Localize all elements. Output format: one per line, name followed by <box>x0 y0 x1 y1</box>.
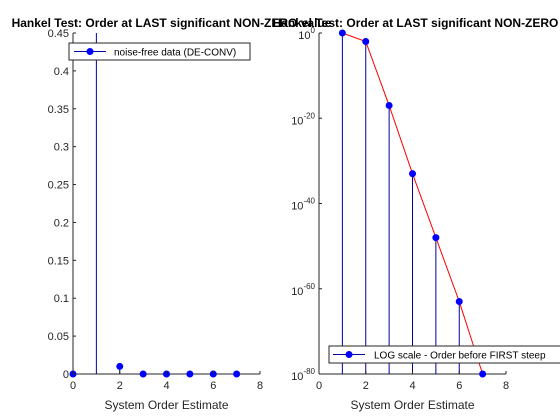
left-y-tick-label: 0.15 <box>48 255 69 267</box>
right-x-tick-label: 0 <box>316 380 322 392</box>
right-data-point <box>479 370 487 378</box>
right-legend: LOG scale - Order before FIRST steep <box>328 345 560 364</box>
right-axes: Hankel Test: Order at LAST significant N… <box>273 16 560 412</box>
right-x-tick-label: 2 <box>363 380 369 392</box>
right-legend-box <box>328 345 560 364</box>
right-data-point <box>455 298 463 306</box>
left-data-point <box>139 370 147 378</box>
left-y-tick-label: 0.3 <box>54 142 69 154</box>
left-chart-title: Hankel Test: Order at LAST significant N… <box>12 16 332 30</box>
right-x-tick-label: 4 <box>409 380 415 392</box>
right-data-point <box>432 234 440 242</box>
left-y-tick-label: 0.1 <box>54 293 69 305</box>
left-x-tick-label: 2 <box>117 380 123 392</box>
left-series <box>95 33 121 374</box>
right-y-tick-label: 10-80 <box>291 367 315 383</box>
right-tick-labels: 0 2 4 6 8 100 10-20 10-40 10-60 10-80 <box>291 26 509 392</box>
right-data-point <box>338 29 346 37</box>
left-y-tick-label: 0.05 <box>48 331 69 343</box>
right-legend-marker <box>345 351 353 358</box>
left-y-tick-label: 0.35 <box>48 104 69 116</box>
left-tick-labels: 0 2 4 6 8 0 0.05 0.1 0.15 0.2 0.25 0.3 0.35 0.4 0.45 <box>48 28 263 392</box>
left-data-point <box>186 370 194 378</box>
left-legend-box <box>68 42 251 61</box>
left-data-point <box>116 362 124 370</box>
left-legend: noise-free data (DE-CONV) <box>68 42 251 61</box>
right-x-axis-label: System Order Estimate <box>350 398 474 412</box>
left-x-tick-label: 4 <box>163 380 169 392</box>
left-data-point <box>233 370 241 378</box>
right-legend-entry: LOG scale - Order before FIRST steep <box>374 351 546 362</box>
right-chart-title: Hankel Test: Order at LAST significant N… <box>273 16 560 30</box>
left-y-tick-label: 0.4 <box>54 66 69 78</box>
left-y-tick-label: 0.25 <box>48 180 69 192</box>
left-legend-entry: noise-free data (DE-CONV) <box>114 48 236 59</box>
right-y-tick-label: 10-40 <box>291 197 315 213</box>
right-y-tick-label: 10-20 <box>291 111 315 127</box>
left-legend-marker <box>86 48 94 55</box>
right-y-tick-label: 100 <box>298 26 315 42</box>
right-series <box>341 32 484 374</box>
left-x-tick-label: 8 <box>257 380 263 392</box>
right-y-tick-label: 10-60 <box>291 282 315 298</box>
left-x-tick-label: 6 <box>210 380 216 392</box>
right-x-tick-label: 6 <box>456 380 462 392</box>
right-data-point <box>385 101 393 109</box>
left-plot-area <box>69 33 260 378</box>
right-data-point <box>362 38 370 46</box>
left-y-tick-label: 0 <box>63 369 69 381</box>
left-y-tick-label: 0.2 <box>54 217 69 229</box>
left-x-tick-label: 0 <box>70 380 76 392</box>
right-x-tick-label: 8 <box>503 380 509 392</box>
left-axes: Hankel Test: Order at LAST significant N… <box>12 16 332 412</box>
left-x-axis-label: System Order Estimate <box>104 398 228 412</box>
left-y-tick-label: 0.45 <box>48 28 69 40</box>
right-plot-area <box>318 29 506 378</box>
right-data-point <box>409 170 416 178</box>
